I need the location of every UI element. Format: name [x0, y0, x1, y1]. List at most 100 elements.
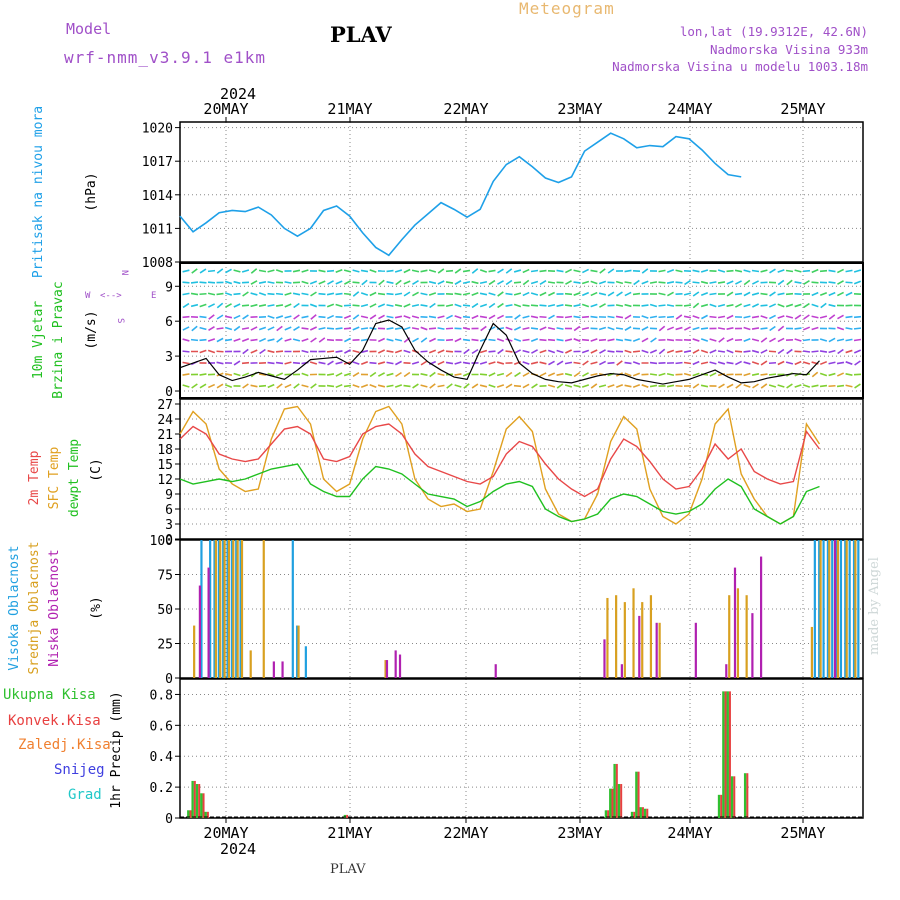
- dewpt-ylabel: dewpt Temp: [67, 439, 82, 517]
- wind-arrow: [309, 326, 318, 331]
- wind-arrow: [182, 269, 190, 273]
- wind-arrow: [573, 281, 581, 284]
- y-tick-label: 12: [157, 473, 173, 488]
- wind-arrow: [683, 361, 692, 365]
- wind-arrow: [769, 268, 776, 274]
- wind-arrow: [726, 349, 734, 354]
- wind-arrow: [208, 303, 215, 308]
- wind-arrow: [250, 292, 258, 296]
- wind-arrows-group: [182, 268, 862, 389]
- wind-arrow: [615, 280, 624, 285]
- wind-arrow: [777, 360, 785, 366]
- wind-arrow: [564, 304, 573, 307]
- wind-arrow: [258, 337, 267, 343]
- wind-arrow: [454, 361, 462, 365]
- wind-arrow: [522, 372, 530, 377]
- wind-arrow: [624, 349, 632, 354]
- wind-arrow: [352, 291, 360, 297]
- wind-arrow: [445, 269, 454, 273]
- wind-arrow: [853, 327, 862, 330]
- y-tick-label: 15: [157, 458, 173, 473]
- wind-arrow: [360, 315, 369, 319]
- y-tick-label: 3: [165, 350, 173, 365]
- wind-arrow: [267, 281, 275, 284]
- wind-arrow: [241, 304, 250, 307]
- wind-arrow: [760, 292, 768, 296]
- wind-arrow: [250, 338, 258, 342]
- wind-arrow: [624, 372, 632, 377]
- wind-arrow: [224, 384, 233, 388]
- wind-arrow: [853, 338, 862, 342]
- wind-arrow: [573, 269, 581, 273]
- wind-arrow: [216, 327, 224, 330]
- wind-arrow: [530, 269, 539, 273]
- wind-arrow: [828, 349, 836, 354]
- wind-arrow: [582, 360, 589, 366]
- wind-arrow: [479, 315, 488, 319]
- wind-arrow: [505, 326, 513, 331]
- wind-arrow: [649, 303, 658, 308]
- wind-arrow: [335, 292, 343, 296]
- wind-arrow: [250, 349, 258, 354]
- precip-total-bar: [635, 771, 638, 818]
- wind-arrow: [743, 291, 751, 297]
- wind-arrow: [590, 372, 598, 377]
- wind-arrow: [242, 291, 249, 297]
- wind-arrow: [428, 292, 437, 296]
- precip-conv-bar: [615, 763, 618, 818]
- wind-arrow: [377, 384, 386, 388]
- cloud-low-bar: [833, 540, 837, 678]
- wind-arrow: [590, 361, 598, 365]
- wind-arrow: [497, 280, 504, 285]
- wind-speed-line: [179, 319, 820, 385]
- wind-arrow: [479, 384, 488, 388]
- wind-arrow: [853, 349, 862, 354]
- wind-arrow: [735, 280, 742, 285]
- wind-arrow: [394, 327, 403, 330]
- wind-arrow: [182, 384, 190, 388]
- pressure-line: [179, 132, 742, 257]
- wind-arrow: [624, 281, 632, 284]
- wind-arrow: [275, 269, 284, 273]
- wind-arrow: [496, 338, 505, 342]
- wind-arrow: [326, 269, 335, 273]
- wind-arrow: [369, 314, 377, 320]
- wind-arrow: [556, 304, 564, 307]
- cloud-low-bar: [272, 661, 275, 678]
- cloud-high-bar: [226, 540, 229, 678]
- precip-conv-bar: [633, 811, 636, 818]
- wind-arrow: [853, 315, 862, 319]
- wind-arrow: [547, 349, 556, 354]
- cloud-high-bar: [839, 540, 843, 678]
- x-day-label-top: 22MAY: [443, 100, 488, 118]
- wind-arrow: [828, 281, 836, 284]
- wind-arrow: [683, 292, 692, 296]
- wind-arrow: [216, 361, 224, 365]
- cloud-high-bar: [852, 540, 856, 678]
- wind-arrow: [615, 315, 624, 319]
- wind-arrow: [607, 384, 615, 388]
- wind-arrow: [760, 269, 768, 273]
- wind-arrow: [386, 292, 394, 296]
- wind-arrow: [360, 292, 369, 296]
- cloud-mid-bar: [641, 602, 644, 678]
- wind-arrow: [191, 383, 198, 389]
- wind-arrow: [275, 361, 284, 365]
- wind-arrow: [751, 338, 760, 342]
- wind-arrow: [633, 279, 640, 286]
- wind-arrow: [760, 315, 768, 319]
- wind-arrow: [836, 338, 845, 342]
- wind-arrow: [360, 349, 369, 354]
- wind-arrow: [853, 280, 862, 285]
- wind-arrow: [683, 304, 692, 307]
- wind-arrow: [539, 338, 547, 342]
- y-tick-label: 27: [157, 398, 173, 413]
- wind-arrow: [692, 360, 700, 366]
- wind-arrow: [658, 269, 666, 273]
- wind-arrow: [505, 279, 513, 286]
- wind-arrow: [666, 338, 675, 342]
- wind-ylabel-2: Brzina i Pravac: [51, 281, 66, 398]
- wind-arrow: [709, 292, 717, 296]
- wind-arrow: [378, 279, 385, 286]
- wind-arrow: [590, 269, 598, 273]
